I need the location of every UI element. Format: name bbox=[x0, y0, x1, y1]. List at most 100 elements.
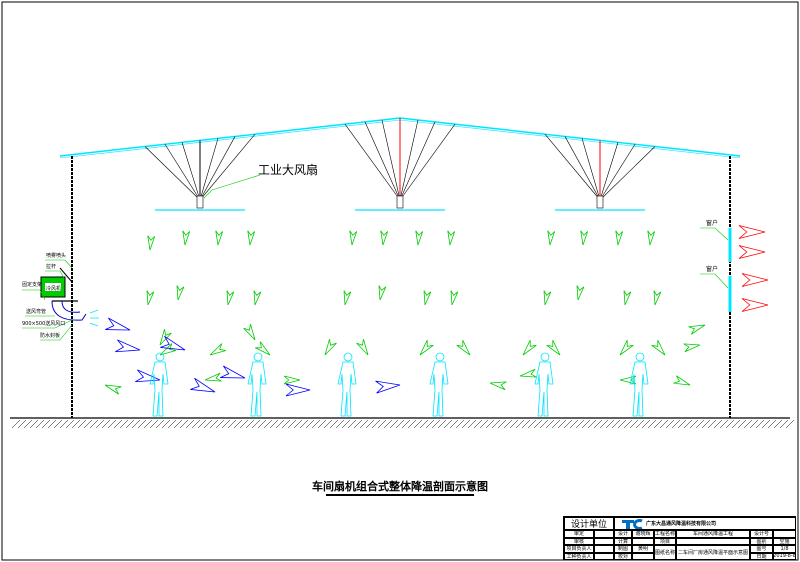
cool-air-arrow-head bbox=[673, 375, 691, 386]
ground-hatch bbox=[59, 419, 69, 429]
cool-air-arrow bbox=[176, 285, 185, 301]
ground-hatch bbox=[773, 419, 783, 429]
ground-hatch bbox=[41, 419, 51, 429]
ground-hatch bbox=[353, 419, 363, 429]
ground-hatch bbox=[461, 419, 471, 429]
ground-hatch bbox=[95, 419, 105, 429]
approval-signature bbox=[594, 552, 614, 560]
cool-air-arrow bbox=[489, 381, 507, 391]
cooler-spray bbox=[89, 309, 99, 327]
ground-hatch bbox=[209, 419, 219, 429]
cool-air-arrow bbox=[419, 339, 434, 356]
cool-air-arrow bbox=[673, 375, 691, 386]
fan-strut bbox=[599, 142, 619, 201]
leader-line bbox=[203, 174, 261, 199]
cooler-air-arrow bbox=[220, 365, 246, 379]
ground-hatch bbox=[749, 419, 759, 429]
ground-hatch bbox=[137, 419, 147, 429]
cooler-duct bbox=[51, 300, 87, 321]
cool-air-arrow-head bbox=[576, 285, 585, 301]
cool-air-arrow-head bbox=[653, 290, 662, 306]
cool-air-arrow-head bbox=[324, 339, 337, 356]
cool-air-arrow-head bbox=[615, 230, 624, 246]
ground-hatch bbox=[83, 419, 93, 429]
ground-hatch bbox=[221, 419, 231, 429]
cool-air-arrow bbox=[253, 290, 262, 306]
ground-hatch bbox=[479, 419, 489, 429]
worker-body bbox=[629, 361, 649, 417]
cool-air-arrow-head bbox=[243, 324, 256, 341]
cool-air-arrow-head bbox=[580, 230, 589, 246]
cool-air-arrow-head bbox=[456, 339, 471, 356]
ground-hatch bbox=[335, 419, 345, 429]
ground-hatch bbox=[29, 419, 39, 429]
air-cooler-unit bbox=[40, 267, 99, 327]
ground-hatch bbox=[491, 419, 501, 429]
cool-air-arrow bbox=[378, 285, 387, 301]
ground-hatch bbox=[497, 419, 507, 429]
item-value bbox=[676, 537, 750, 545]
cooler-air-arrow-head bbox=[220, 365, 246, 379]
cool-air-arrow bbox=[247, 230, 256, 246]
ground-hatch bbox=[437, 419, 447, 429]
ground-hatch bbox=[287, 419, 297, 429]
info-label: 图号 bbox=[750, 545, 773, 553]
cool-air-arrow-head bbox=[159, 343, 176, 356]
nozzle-label: 喷雾喷头 bbox=[46, 253, 67, 259]
fan-strut bbox=[599, 144, 636, 201]
ground-hatch bbox=[251, 419, 261, 429]
cool-air-arrow bbox=[547, 230, 556, 246]
exhaust-arrow-head bbox=[741, 273, 769, 287]
cool-air-arrow bbox=[619, 339, 634, 356]
ground-hatch bbox=[671, 419, 681, 429]
ground-hatch bbox=[197, 419, 207, 429]
ground-hatch bbox=[323, 419, 333, 429]
info-value: 空施 bbox=[773, 537, 796, 545]
ground-hatch bbox=[521, 419, 531, 429]
cool-air-arrow-head bbox=[247, 230, 256, 246]
design-role-label: 制图 bbox=[614, 545, 632, 553]
cool-air-arrow bbox=[415, 230, 424, 246]
ground-hatch bbox=[269, 419, 279, 429]
ground-hatch bbox=[119, 419, 129, 429]
ground-hatch bbox=[431, 419, 441, 429]
design-role-name bbox=[632, 552, 654, 560]
cooler-air-arrow bbox=[375, 380, 401, 394]
ground-hatch bbox=[587, 419, 597, 429]
cool-air-arrow-head bbox=[159, 329, 172, 346]
ground-hatch bbox=[641, 419, 651, 429]
exhaust-arrow bbox=[738, 245, 766, 259]
approval-signature bbox=[594, 530, 614, 538]
workers bbox=[149, 352, 649, 417]
worker-head bbox=[435, 352, 445, 362]
cool-air-arrow bbox=[204, 372, 222, 382]
worker bbox=[149, 352, 169, 417]
ground-hatch bbox=[143, 419, 153, 429]
ground-hatch bbox=[227, 419, 237, 429]
window-label: 窗户 bbox=[706, 266, 719, 273]
cool-air-arrow-head bbox=[415, 230, 424, 246]
seal-label: 防水封板 bbox=[40, 333, 61, 339]
worker bbox=[629, 352, 649, 417]
ground-hatch bbox=[275, 419, 285, 429]
info-label: 设计号 bbox=[750, 530, 773, 538]
cool-air-arrow bbox=[343, 290, 352, 306]
cool-air-arrow bbox=[182, 230, 191, 246]
cool-air-arrow bbox=[380, 230, 389, 246]
project-value: 车间通风降温工程 bbox=[676, 530, 750, 538]
ground-hatch bbox=[161, 419, 171, 429]
ground-hatch bbox=[731, 419, 741, 429]
fan-strut bbox=[399, 119, 419, 201]
outlet-label: 900×500送风风口 bbox=[22, 321, 66, 327]
ground-hatch bbox=[191, 419, 201, 429]
approval-signature bbox=[594, 545, 614, 553]
cool-air-arrow-head bbox=[380, 230, 389, 246]
company-name: 广东大昌通风降温科技有限公司 bbox=[646, 521, 717, 527]
ground-hatch bbox=[257, 419, 267, 429]
ground-hatch bbox=[713, 419, 723, 429]
ground-hatch bbox=[173, 419, 183, 429]
cool-air-arrow bbox=[580, 230, 589, 246]
cool-air-arrow bbox=[209, 343, 226, 356]
cooler-air-arrow bbox=[285, 383, 311, 397]
cool-air-arrow-head bbox=[378, 285, 387, 301]
